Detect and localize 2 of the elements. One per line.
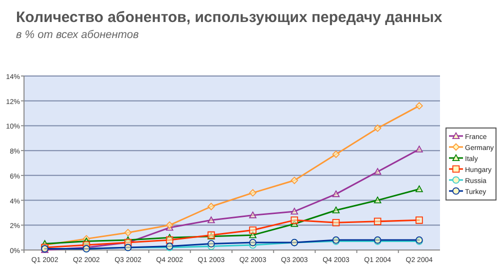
chart-subtitle: в % от всех абонентов	[16, 29, 139, 41]
chart-title: Количество абонентов, использующих передачу данных	[16, 9, 443, 26]
